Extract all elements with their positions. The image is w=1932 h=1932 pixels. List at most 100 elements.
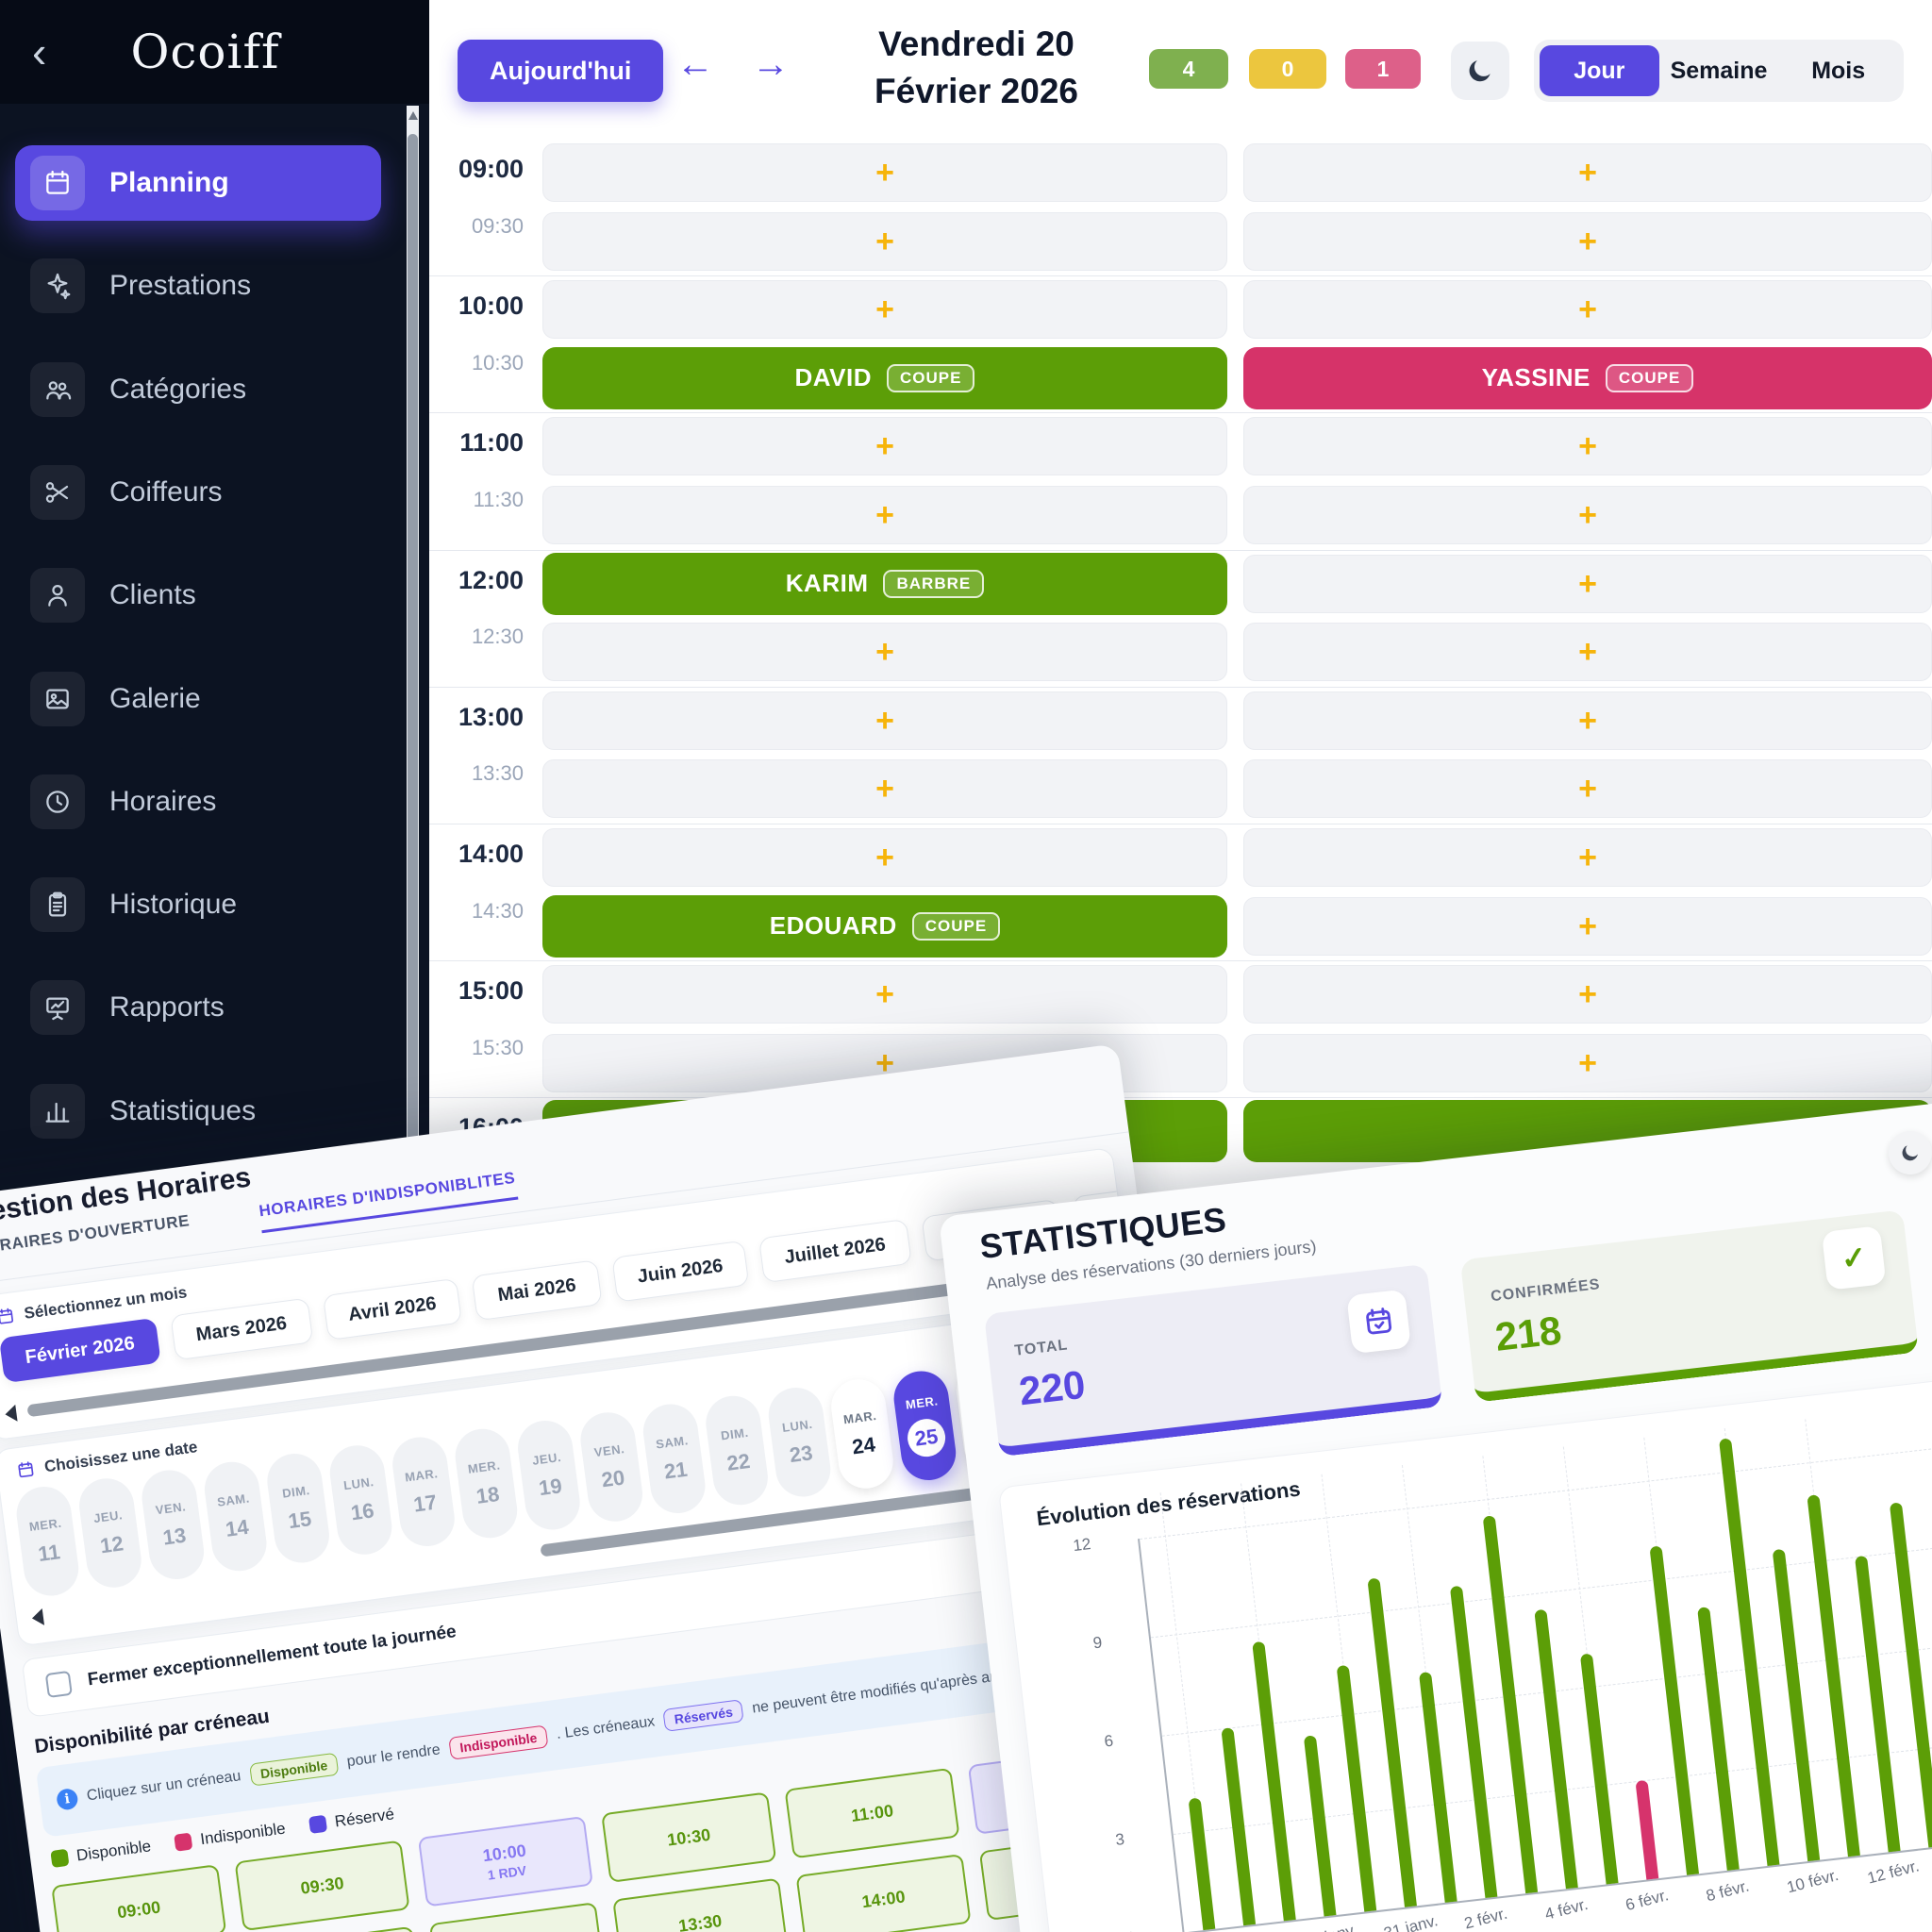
availability-slot-13:00[interactable]: 13:00 — [428, 1902, 605, 1932]
day-pill-14[interactable]: SAM. 14 — [201, 1458, 271, 1574]
view-option-semaine[interactable]: Semaine — [1670, 58, 1768, 84]
day-pill-17[interactable]: MAR. 17 — [389, 1433, 458, 1550]
empty-slot-right-13:30[interactable]: + — [1243, 759, 1932, 819]
day-pill-24[interactable]: MAR. 24 — [827, 1375, 897, 1492]
chart-bar-5-févr. — [1534, 1608, 1578, 1890]
empty-slot-left-13:30[interactable]: + — [542, 759, 1227, 819]
gestion-horaires-panel: Gestion des Horaires HORAIRES D'OUVERTUR… — [0, 1043, 1247, 1932]
sidebar-item-clients[interactable]: Clients — [15, 558, 381, 633]
appointment-YASSINE[interactable]: YASSINE COUPE — [1243, 346, 1932, 409]
time-label: 12:30 — [471, 625, 524, 649]
legend-swatch — [308, 1814, 328, 1834]
day-pill-12[interactable]: JEU. 12 — [75, 1474, 145, 1591]
day-pill-11[interactable]: MER. 11 — [13, 1483, 82, 1599]
appointment-KARIM[interactable]: KARIM BARBRE — [542, 552, 1227, 615]
day-pill-21[interactable]: SAM. 21 — [640, 1400, 709, 1517]
empty-slot-left-14:00[interactable]: + — [542, 828, 1227, 887]
client-name: DAVID — [794, 363, 872, 392]
appointment-DAVID[interactable]: DAVID COUPE — [542, 346, 1227, 409]
sidebar-item-horaires[interactable]: Horaires — [15, 764, 381, 840]
sidebar-item-galerie[interactable]: Galerie — [15, 661, 381, 737]
scroll-up-arrow-icon[interactable] — [408, 111, 418, 120]
month-chip-avril-2026[interactable]: Avril 2026 — [322, 1277, 463, 1341]
previous-day-arrow-icon[interactable]: ← — [676, 43, 714, 85]
slot-time: 09:30 — [299, 1873, 345, 1898]
empty-slot-right-14:00[interactable]: + — [1243, 828, 1932, 887]
sidebar-item-prestations[interactable]: Prestations — [15, 248, 381, 324]
next-day-arrow-icon[interactable]: → — [752, 43, 790, 85]
availability-slot-11:00[interactable]: 11:00 — [784, 1767, 960, 1859]
close-day-checkbox[interactable] — [44, 1670, 73, 1699]
date-line2: Février 2026 — [874, 71, 1078, 110]
empty-slot-right-13:00[interactable]: + — [1243, 691, 1932, 750]
sidebar-item-planning[interactable]: Planning — [15, 145, 381, 221]
view-option-mois[interactable]: Mois — [1811, 58, 1866, 84]
day-pill-23[interactable]: LUN. 23 — [765, 1384, 834, 1501]
scroll-left-icon[interactable] — [30, 1608, 45, 1627]
time-label: 11:00 — [459, 428, 524, 458]
sidebar-item-coiffeurs[interactable]: Coiffeurs — [15, 455, 381, 530]
dark-mode-toggle-small[interactable] — [1886, 1128, 1932, 1177]
empty-slot-left-11:30[interactable]: + — [542, 486, 1227, 544]
pending-count-badge[interactable]: 0 — [1249, 49, 1326, 89]
sidebar-item-label: Coiffeurs — [109, 475, 223, 508]
tab-horaires-indisponibilites[interactable]: HORAIRES D'INDISPONIBLITES — [258, 1168, 519, 1234]
day-pill-13[interactable]: VEN. 13 — [138, 1466, 208, 1583]
day-pill-25[interactable]: MER. 25 — [891, 1367, 959, 1484]
day-pill-15[interactable]: DIM. 15 — [263, 1450, 333, 1567]
sidebar-item-label: Historique — [109, 889, 238, 921]
empty-slot-right-09:00[interactable]: + — [1243, 143, 1932, 202]
day-pill-22[interactable]: DIM. 22 — [702, 1392, 772, 1508]
sidebar-item-categories[interactable]: Catégories — [15, 352, 381, 427]
empty-slot-left-09:30[interactable]: + — [542, 211, 1227, 271]
day-pill-20[interactable]: VEN. 20 — [576, 1408, 646, 1525]
today-button[interactable]: Aujourd'hui — [458, 40, 664, 102]
month-chip-mai-2026[interactable]: Mai 2026 — [471, 1259, 603, 1322]
confirmed-count-badge[interactable]: 4 — [1149, 49, 1228, 89]
sidebar-item-statistiques[interactable]: Statistiques — [15, 1074, 381, 1149]
sidebar-scrollbar-thumb[interactable] — [408, 134, 418, 1176]
y-tick-label: 12 — [1072, 1535, 1092, 1556]
empty-slot-right-15:30[interactable]: + — [1243, 1033, 1932, 1092]
month-chip-mars-2026[interactable]: Mars 2026 — [170, 1297, 313, 1361]
dark-mode-toggle[interactable] — [1451, 42, 1509, 100]
availability-slot-14:00[interactable]: 14:00 — [795, 1853, 972, 1932]
empty-slot-left-12:30[interactable]: + — [542, 623, 1227, 682]
availability-slot-09:30[interactable]: 09:30 — [234, 1840, 410, 1932]
month-chip-février-2026[interactable]: Février 2026 — [0, 1317, 161, 1384]
availability-slot-09:00[interactable]: 09:00 — [51, 1864, 227, 1932]
empty-slot-left-13:00[interactable]: + — [542, 691, 1227, 750]
empty-slot-right-14:30[interactable]: + — [1243, 896, 1932, 956]
sidebar-item-historique[interactable]: Historique — [15, 867, 381, 942]
empty-slot-right-15:00[interactable]: + — [1243, 965, 1932, 1024]
sidebar-item-rapports[interactable]: Rapports — [15, 970, 381, 1045]
barchart-icon — [30, 1083, 85, 1139]
empty-slot-left-09:00[interactable]: + — [542, 143, 1227, 202]
time-label: 09:00 — [458, 155, 524, 183]
empty-slot-left-11:00[interactable]: + — [542, 417, 1227, 476]
view-option-jour[interactable]: Jour — [1540, 45, 1659, 96]
image-icon — [30, 671, 85, 726]
availability-slot-10:30[interactable]: 10:30 — [601, 1791, 777, 1883]
empty-slot-right-11:00[interactable]: + — [1243, 417, 1932, 476]
day-pill-16[interactable]: LUN. 16 — [326, 1441, 395, 1558]
chart-bar-4-févr. — [1482, 1514, 1539, 1894]
availability-slot-13:30[interactable]: 13:30 — [612, 1877, 789, 1932]
day-number: 12 — [98, 1530, 125, 1557]
month-chip-juin-2026[interactable]: Juin 2026 — [610, 1240, 750, 1303]
collapse-sidebar-icon[interactable]: ‹ — [32, 27, 47, 76]
day-pill-18[interactable]: MER. 18 — [452, 1425, 521, 1541]
empty-slot-right-11:30[interactable]: + — [1243, 486, 1932, 544]
empty-slot-right-12:00[interactable]: + — [1243, 554, 1932, 613]
empty-slot-right-10:00[interactable]: + — [1243, 280, 1932, 340]
availability-slot-10:00[interactable]: 10:00 1 RDV — [417, 1815, 593, 1907]
scroll-left-icon[interactable] — [4, 1404, 18, 1424]
day-pill-19[interactable]: JEU. 19 — [514, 1417, 584, 1534]
empty-slot-left-15:00[interactable]: + — [542, 965, 1227, 1024]
appointment-EDOUARD[interactable]: EDOUARD COUPE — [542, 894, 1227, 958]
cancelled-count-badge[interactable]: 1 — [1345, 49, 1421, 89]
empty-slot-right-12:30[interactable]: + — [1243, 623, 1932, 682]
month-chip-juillet-2026[interactable]: Juillet 2026 — [758, 1219, 912, 1284]
empty-slot-left-10:00[interactable]: + — [542, 280, 1227, 340]
empty-slot-right-09:30[interactable]: + — [1243, 211, 1932, 271]
